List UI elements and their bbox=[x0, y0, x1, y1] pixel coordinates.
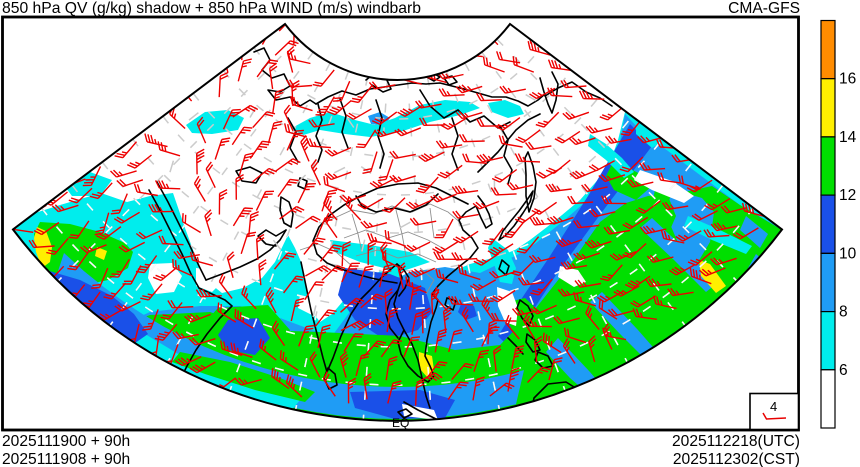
svg-text:EQ: EQ bbox=[392, 416, 409, 430]
svg-text:4: 4 bbox=[770, 399, 777, 414]
svg-text:850 hPa QV (g/kg) shadow + 850: 850 hPa QV (g/kg) shadow + 850 hPa WIND … bbox=[2, 0, 421, 17]
svg-text:16: 16 bbox=[839, 71, 856, 88]
svg-text:2025111908 + 90h: 2025111908 + 90h bbox=[2, 451, 130, 467]
svg-text:2025111900 + 90h: 2025111900 + 90h bbox=[2, 433, 130, 450]
svg-text:10: 10 bbox=[839, 245, 857, 262]
svg-text:2025112302(CST): 2025112302(CST) bbox=[673, 451, 800, 467]
svg-text:CMA-GFS: CMA-GFS bbox=[728, 0, 800, 17]
svg-text:2025112218(UTC): 2025112218(UTC) bbox=[672, 433, 800, 450]
svg-text:12: 12 bbox=[839, 187, 856, 204]
svg-text:6: 6 bbox=[839, 362, 848, 379]
svg-text:14: 14 bbox=[839, 129, 857, 146]
svg-text:8: 8 bbox=[839, 304, 848, 321]
